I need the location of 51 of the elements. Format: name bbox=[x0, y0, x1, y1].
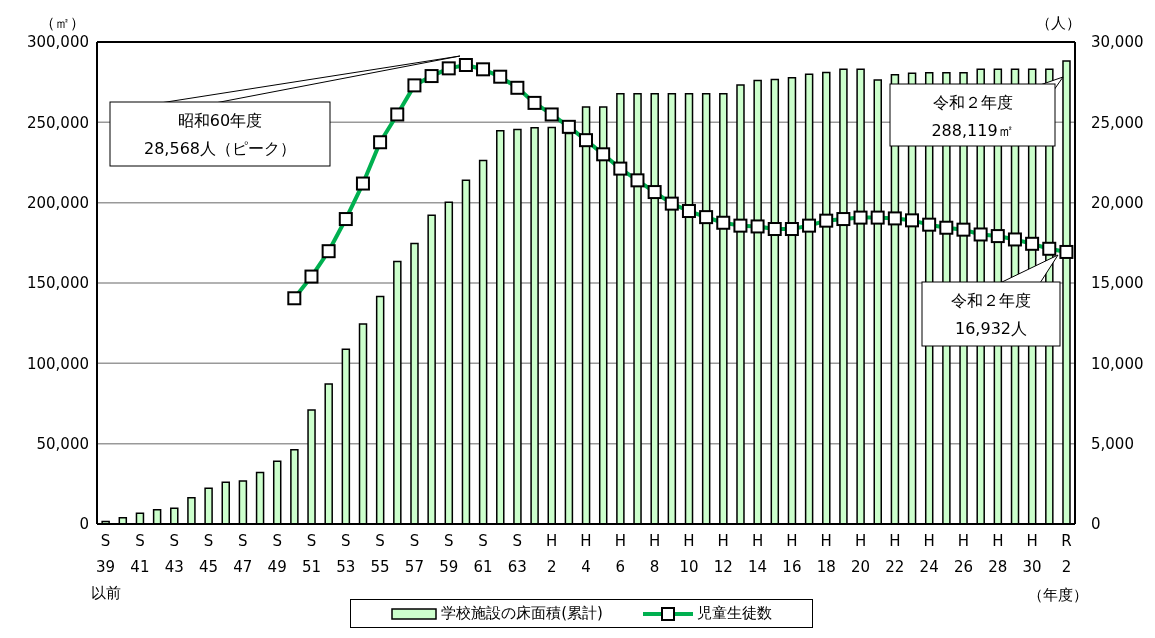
x-tick-label: S 47 bbox=[233, 532, 253, 576]
y-tick-label: 50,000 bbox=[36, 434, 89, 453]
x-tick-label: S 55 bbox=[370, 532, 390, 576]
y2-tick-label: 20,000 bbox=[1091, 193, 1144, 212]
y-tick-label: 150,000 bbox=[26, 274, 89, 293]
x-tick-label: H 8 bbox=[648, 532, 661, 576]
x-tick-label: S 59 bbox=[439, 532, 459, 576]
y2-tick-label: 25,000 bbox=[1091, 113, 1144, 132]
y-tick-label: 0 bbox=[79, 515, 89, 534]
x-tick-label: H 24 bbox=[919, 532, 939, 576]
legend-label: 学校施設の床面積(累計) bbox=[441, 604, 603, 623]
annotation: 令和２年度 288,119㎡ bbox=[931, 93, 1014, 140]
y2-tick-label: 15,000 bbox=[1091, 274, 1144, 293]
x-tick-label: H 4 bbox=[580, 532, 592, 576]
x-axis-title: （年度） bbox=[1028, 586, 1088, 604]
y-tick-label: 100,000 bbox=[26, 354, 89, 373]
x-tick-label: S 51 bbox=[301, 532, 322, 576]
y2-tick-label: 0 bbox=[1091, 515, 1101, 534]
x-tick-label: H 10 bbox=[679, 532, 699, 576]
x-tick-label: S 61 bbox=[473, 532, 493, 576]
x-tick-label: S 63 bbox=[507, 532, 527, 576]
x-tick-label: H 2 bbox=[546, 532, 558, 576]
y-tick-label: 250,000 bbox=[26, 113, 89, 132]
y2-tick-label: 30,000 bbox=[1091, 33, 1144, 52]
y2-tick-label: 10,000 bbox=[1091, 354, 1144, 373]
x-tick-label: S 49 bbox=[267, 532, 287, 576]
x-tick-label: S 41 bbox=[130, 532, 150, 576]
x-tick-label: S 43 bbox=[164, 532, 184, 576]
x-tick-label: S 45 bbox=[198, 532, 219, 576]
x-tick-label: H 30 bbox=[1022, 532, 1042, 576]
x-tick-label: S 39 以前 bbox=[90, 532, 121, 602]
x-tick-label: S 57 bbox=[404, 532, 424, 576]
y-tick-label: 300,000 bbox=[26, 33, 89, 52]
x-tick-label: H 20 bbox=[850, 532, 871, 576]
legend-label: 児童生徒数 bbox=[696, 604, 772, 623]
y2-axis-title: （人） bbox=[1035, 14, 1081, 32]
x-tick-label: H 22 bbox=[885, 532, 905, 576]
x-tick-label: H 12 bbox=[713, 532, 733, 576]
y-tick-label: 200,000 bbox=[26, 193, 89, 212]
x-tick-label: H 18 bbox=[816, 532, 836, 576]
x-tick-label: H 6 bbox=[614, 532, 626, 576]
x-tick-label: H 16 bbox=[782, 532, 802, 576]
annotation: 令和２年度 16,932人 bbox=[951, 291, 1031, 338]
x-tick-label: H 26 bbox=[953, 532, 974, 576]
y-axis-title: （㎡） bbox=[39, 14, 85, 32]
y2-tick-label: 5,000 bbox=[1091, 434, 1134, 453]
x-tick-label: R 2 bbox=[1061, 532, 1072, 576]
x-tick-label: H 14 bbox=[748, 532, 768, 576]
x-tick-label: H 28 bbox=[988, 532, 1008, 576]
x-tick-label: S 53 bbox=[336, 532, 356, 576]
annotation: 昭和60年度 28,568人（ピーク） bbox=[144, 111, 296, 158]
